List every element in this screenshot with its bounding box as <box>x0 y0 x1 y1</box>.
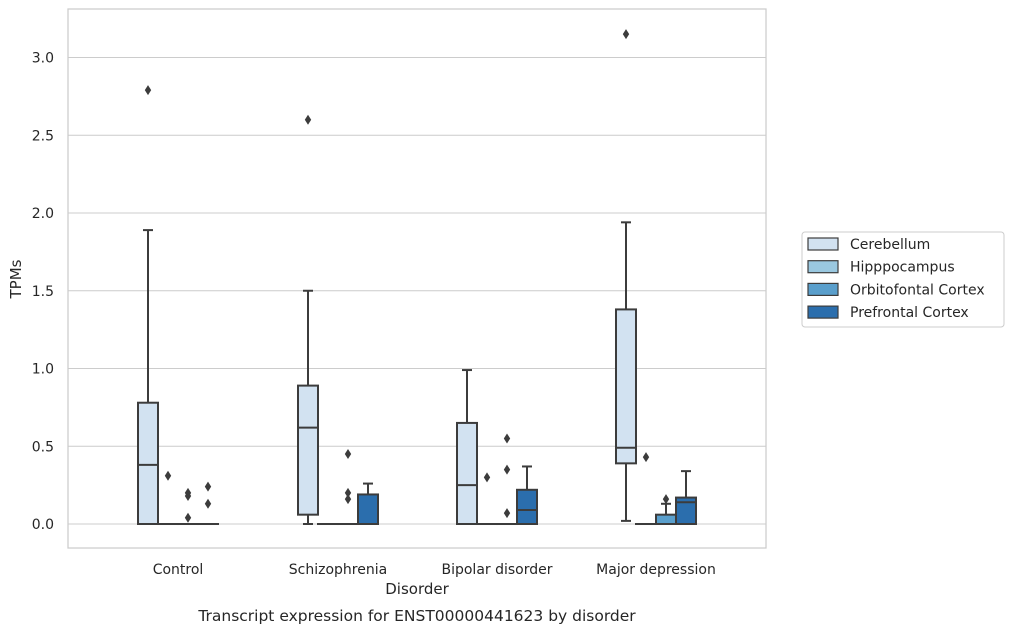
y-tick-label: 0.5 <box>32 439 54 455</box>
y-tick-label: 2.0 <box>32 206 54 222</box>
box-body <box>358 494 378 524</box>
x-axis-label: Disorder <box>385 580 449 598</box>
x-tick-label: Bipolar disorder <box>441 562 552 578</box>
legend-swatch <box>808 306 838 318</box>
box-body <box>656 515 676 524</box>
outlier-point <box>345 494 351 504</box>
outlier-point <box>504 508 510 518</box>
outlier-point <box>185 513 191 523</box>
outlier-point <box>504 465 510 475</box>
box-orbitofontal-cortex <box>497 433 517 524</box>
outlier-point <box>305 115 311 125</box>
box-body <box>616 309 636 463</box>
box-body <box>517 490 537 524</box>
legend-label: Cerebellum <box>850 237 930 253</box>
box-cerebellum <box>138 85 158 524</box>
box-cerebellum <box>298 115 318 524</box>
y-tick-label: 2.5 <box>32 128 54 144</box>
legend-label: Hipppocampus <box>850 260 955 276</box>
y-axis-label: TPMs <box>7 259 25 299</box>
box-orbitofontal-cortex <box>656 494 676 524</box>
outlier-point <box>165 471 171 481</box>
box-hipppocampus <box>158 471 178 524</box>
box-orbitofontal-cortex <box>338 449 358 524</box>
box-body <box>138 403 158 524</box>
outlier-point <box>504 433 510 443</box>
legend: Cerebellum Hipppocampus Orbitofontal Corte… <box>802 232 1004 327</box>
plot-frame <box>68 9 766 548</box>
box-cerebellum <box>616 29 636 521</box>
legend-swatch <box>808 238 838 250</box>
y-tick-label: 1.5 <box>32 284 54 300</box>
box-prefrontal-cortex <box>517 466 537 524</box>
outlier-point <box>205 482 211 492</box>
x-tick-label: Control <box>153 562 204 578</box>
y-tick-label: 3.0 <box>32 51 54 67</box>
x-tick-label: Schizophrenia <box>289 562 387 578</box>
y-tick-label: 1.0 <box>32 362 54 378</box>
legend-label: Prefrontal Cortex <box>850 305 969 321</box>
box-prefrontal-cortex <box>358 484 378 524</box>
box-body <box>298 386 318 515</box>
box-orbitofontal-cortex <box>178 488 198 524</box>
outlier-point <box>484 472 490 482</box>
outlier-point <box>623 29 629 39</box>
legend-label: Orbitofontal Cortex <box>850 282 985 298</box>
outlier-point <box>663 494 669 504</box>
chart-title: Transcript expression for ENST0000044162… <box>197 607 636 625</box>
x-tick-label: Major depression <box>596 562 716 578</box>
box-prefrontal-cortex <box>198 482 218 524</box>
legend-swatch <box>808 283 838 295</box>
outlier-point <box>145 85 151 95</box>
box-cerebellum <box>457 370 477 524</box>
outlier-point <box>345 449 351 459</box>
legend-swatch <box>808 261 838 273</box>
box-prefrontal-cortex <box>676 471 696 524</box>
outlier-point <box>205 499 211 509</box>
y-tick-label: 0.0 <box>32 517 54 533</box>
box-body <box>457 423 477 524</box>
box-hipppocampus <box>636 452 656 524</box>
box-hipppocampus <box>477 472 497 524</box>
outlier-point <box>643 452 649 462</box>
